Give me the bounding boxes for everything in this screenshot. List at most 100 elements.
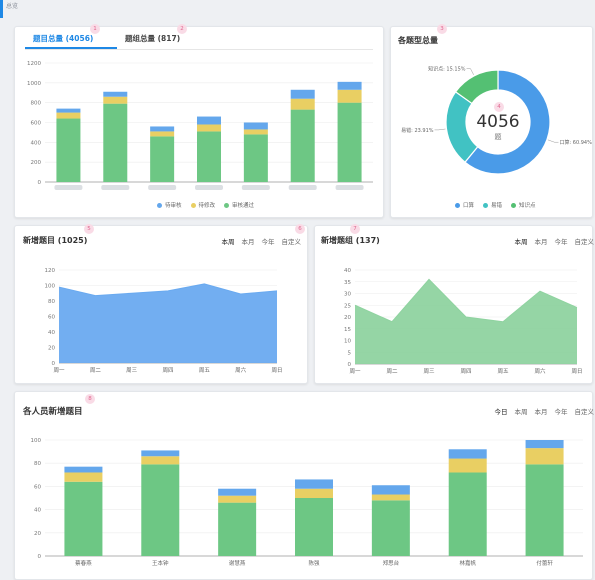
filter-this-month[interactable]: 本月 [241,238,255,246]
x-tick-label: 周五 [497,368,509,375]
bar-segment [243,134,268,182]
x-tick-label: 周六 [534,367,546,375]
y-tick-label: 80 [34,461,41,467]
x-tick-label: 周日 [571,368,582,375]
bar-segment [243,129,268,135]
blurred-x-label [335,185,364,190]
legend-label: 审核通过 [232,203,255,209]
blurred-x-label [288,185,317,190]
blurred-x-label [54,185,83,190]
tab-question-total[interactable]: 题目总量 (4056) [33,34,94,43]
filter-this-week[interactable]: 本周 [514,238,528,246]
sidebar-accent [0,0,3,18]
panel-title: 新增题目 (1025) [23,236,88,245]
filter-this-year[interactable]: 今年 [261,238,275,246]
y-tick-label: 600 [31,121,42,127]
panel-title: 各人员新增题目 [23,407,83,417]
bar-segment [290,109,315,182]
time-filter-group: 本周 本月 今年 自定义 [515,236,595,246]
legend-item[interactable]: 待审核 [157,201,182,209]
y-tick-label: 10 [344,339,351,345]
bar-segment [525,440,564,449]
tutorial-badge: 3 [437,24,447,34]
filter-custom[interactable]: 自定义 [574,408,595,416]
y-tick-label: 1000 [27,81,41,87]
bar-segment [64,481,103,556]
legend-item[interactable]: 口算 [455,201,474,209]
legend-item[interactable]: 知识点 [511,201,536,209]
bar-segment [290,89,315,99]
x-tick-label: 周日 [271,367,282,374]
center-total-value: 4056 [476,112,519,132]
x-tick-label: 周四 [162,367,173,374]
chart-legend: 待审核 待修改 审核通过 [157,201,254,209]
filter-this-week[interactable]: 本周 [221,238,235,246]
y-tick-label: 200 [31,160,42,166]
bar-segment [295,488,333,498]
tutorial-badge: 1 [90,24,100,34]
pie-slice [464,69,551,175]
filter-this-year[interactable]: 今年 [554,408,568,416]
legend-item[interactable]: 审核通过 [224,201,254,209]
blurred-x-label [148,185,177,190]
tutorial-badge: 6 [295,224,305,234]
x-tick-label: 周二 [386,368,398,375]
bar-segment [218,495,257,503]
legend-label: 口算 [463,203,475,209]
bar-segment [56,118,81,182]
bar-segment [295,479,333,489]
y-tick-label: 800 [31,101,42,107]
y-tick-label: 40 [34,508,41,514]
bar-segment [371,500,410,556]
bar-segment [295,498,333,556]
legend-item[interactable]: 易错 [483,201,502,209]
y-tick-label: 30 [344,292,351,298]
slice-label: 易错: 23.91% [401,127,434,134]
filter-this-month[interactable]: 本月 [534,408,548,416]
bar-segment [448,472,487,556]
legend-label: 待修改 [198,203,216,209]
legend-label: 易错 [491,203,503,209]
blurred-x-label [241,185,270,190]
question-status-bar-chart: 0 200 400 600 800 1000 1200 [27,61,373,190]
y-tick-label: 40 [48,330,55,336]
bar-segment [103,103,128,182]
question-total-panel: 题目总量 (4056) 题组总量 (817) 1 2 0 200 400 600 800… [14,24,384,218]
y-tick-label: 20 [34,531,41,537]
x-tick-label: 周六 [235,366,247,374]
y-tick-label: 25 [344,303,351,309]
new-groups-panel: 新增题组 (137) 7 本周 本月 今年 自定义 0 5 10 15 20 25 30 35… [314,224,595,384]
bar-segment [371,494,410,501]
bar-segment [371,485,410,495]
filter-this-month[interactable]: 本月 [534,238,548,246]
bar-segment [103,96,128,104]
bar-segment [150,126,175,132]
blurred-x-label [101,185,130,190]
slice-label: 知识点: 15.15% [428,66,466,73]
x-tick-label: 谢慧燕 [229,559,246,567]
bar-segment [337,89,362,103]
y-tick-label: 5 [348,350,352,356]
pie-slice [454,69,499,105]
x-tick-label: 郑思台 [383,559,400,567]
active-tab-underline [25,47,117,49]
bar-segment [141,450,180,457]
legend-item[interactable]: 待修改 [190,201,216,209]
question-type-panel: 各题型总量 3 口算: 60.94% 易错: 23.91% 知识点: 15.15% 4… [390,24,593,218]
filter-today[interactable]: 今日 [494,408,508,416]
legend-label: 知识点 [519,203,536,209]
bar-segment [448,458,487,473]
bar-segment [218,488,257,496]
y-tick-label: 15 [344,327,351,333]
y-tick-label: 100 [45,284,56,290]
new-questions-area-chart: 0 20 40 60 80 100 120 周一 周二 周三 周四 周五 周六 周日 [45,268,283,374]
filter-this-year[interactable]: 今年 [554,238,568,246]
filter-this-week[interactable]: 本周 [514,408,528,416]
tab-group-total[interactable]: 题组总量 (817) [125,34,181,43]
breadcrumb: 总览 [6,3,19,10]
y-tick-label: 0 [52,361,56,367]
filter-custom[interactable]: 自定义 [574,238,595,246]
filter-custom[interactable]: 自定义 [281,238,302,246]
new-groups-area-chart: 0 5 10 15 20 25 30 35 40 周一 周二 周三 周四 周五 周六 周日 [344,268,583,375]
panel-title: 各题型总量 [398,36,438,45]
